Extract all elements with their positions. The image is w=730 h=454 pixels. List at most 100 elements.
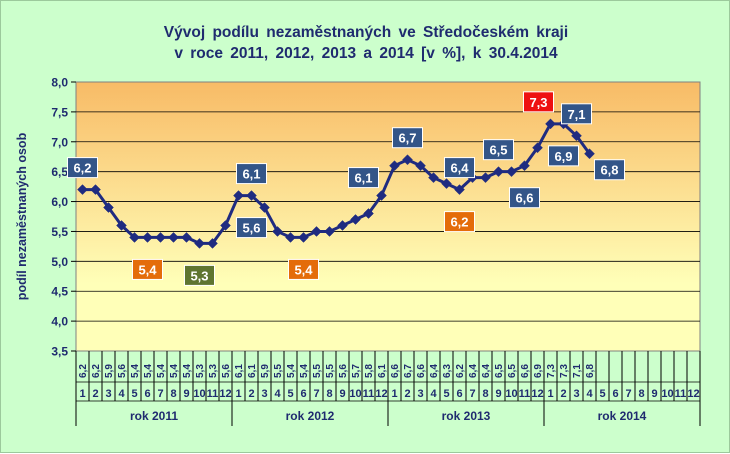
x-tick-label-month: 5: [443, 388, 449, 400]
x-tick-label-month: 1: [79, 388, 85, 400]
x-tick-label-month: 2: [404, 388, 410, 400]
chart-title-line-2: v roce 2011, 2012, 2013 a 2014 [v %], k …: [174, 45, 558, 62]
data-point-marker: [532, 142, 543, 154]
data-point-marker: [493, 166, 504, 178]
data-point-marker: [337, 220, 348, 231]
data-point-marker: [311, 226, 322, 237]
x-tick-label-month: 3: [261, 388, 267, 400]
data-label-box: [132, 258, 163, 280]
x-tick-label-month: 7: [625, 388, 631, 400]
data-label: 5,6: [242, 221, 260, 236]
table-value: 5,4: [299, 364, 310, 378]
x-tick-label-month: 4: [586, 388, 593, 400]
data-point-marker: [116, 220, 127, 231]
data-label-box: [184, 264, 215, 286]
x-tick-label-month: 9: [651, 388, 657, 400]
data-point-marker: [389, 160, 400, 172]
data-label: 6,2: [450, 215, 468, 230]
x-year-label: rok 2011: [130, 409, 178, 423]
data-label-box: [561, 103, 592, 125]
table-value: 7,3: [559, 364, 570, 378]
x-tick-label-month: 3: [105, 388, 111, 400]
table-value: 7,1: [572, 364, 583, 378]
x-tick-label-month: 12: [531, 388, 543, 400]
table-value: 6,2: [455, 364, 466, 378]
x-tick-label-month: 6: [300, 388, 306, 400]
x-tick-label-month: 10: [505, 388, 517, 400]
y-tick-label: 4,0: [51, 315, 68, 329]
y-tick-label: 5,5: [51, 225, 68, 239]
data-point-marker: [77, 184, 88, 195]
table-value: 5,9: [104, 364, 115, 378]
table-value: 7,3: [546, 364, 557, 378]
data-point-marker: [298, 232, 309, 243]
data-point-marker: [376, 190, 387, 201]
data-label: 7,3: [529, 95, 547, 110]
data-label-box: [236, 217, 267, 239]
x-tick-label-month: 5: [287, 388, 293, 400]
data-point-marker: [363, 208, 374, 219]
x-tick-label-month: 7: [157, 388, 163, 400]
x-tick-label-month: 11: [363, 388, 375, 400]
data-point-marker: [207, 238, 218, 249]
data-point-marker: [415, 160, 426, 172]
table-value: 6,4: [468, 364, 479, 378]
x-tick-label-month: 9: [495, 388, 501, 400]
data-label-box: [444, 211, 475, 233]
data-label: 6,1: [354, 171, 372, 186]
data-point-marker: [441, 178, 452, 189]
x-tick-label-month: 7: [313, 388, 319, 400]
table-value: 5,4: [143, 364, 154, 378]
data-point-marker: [272, 226, 283, 237]
data-label-box: [348, 167, 379, 189]
x-year-label: rok 2014: [598, 409, 647, 423]
table-value: 5,5: [325, 364, 336, 378]
table-value: 5,4: [156, 364, 167, 378]
data-label-box: [483, 139, 514, 161]
data-point-marker: [155, 232, 166, 243]
table-value: 5,4: [169, 364, 180, 378]
table-value: 6,4: [481, 364, 492, 378]
data-label: 7,1: [567, 107, 585, 122]
data-label-box: [67, 157, 98, 179]
x-tick-label-month: 6: [456, 388, 462, 400]
x-tick-label-month: 8: [638, 388, 644, 400]
y-tick-label: 4,5: [51, 285, 68, 299]
data-point-marker: [545, 118, 556, 130]
x-tick-label-month: 8: [482, 388, 488, 400]
x-year-label: rok 2013: [442, 409, 491, 423]
table-value: 5,4: [130, 364, 141, 378]
y-tick-label: 8,0: [51, 76, 68, 90]
data-label: 6,1: [242, 167, 260, 182]
table-value: 6,6: [520, 364, 531, 378]
data-point-marker: [324, 226, 335, 237]
data-point-marker: [584, 148, 595, 160]
table-value: 5,3: [195, 364, 206, 378]
series-line: [82, 122, 591, 245]
data-point-marker: [350, 214, 361, 225]
x-tick-label-month: 5: [599, 388, 605, 400]
x-tick-label-month: 1: [547, 388, 553, 400]
data-label: 5,3: [190, 268, 208, 283]
plot-area: [75, 81, 701, 352]
table-value: 6,4: [429, 364, 440, 378]
x-tick-label-month: 1: [391, 388, 397, 400]
data-label: 6,4: [450, 161, 469, 176]
table-value: 5,9: [260, 364, 271, 378]
data-label-box: [594, 159, 625, 181]
x-tick-label-month: 11: [675, 388, 687, 400]
x-tick-label-month: 2: [560, 388, 566, 400]
data-label: 6,6: [515, 191, 533, 206]
x-tick-label-month: 7: [469, 388, 475, 400]
table-value: 5,6: [221, 364, 232, 378]
data-point-marker: [259, 202, 270, 213]
data-point-marker: [454, 184, 465, 195]
x-tick-label-month: 12: [375, 388, 387, 400]
y-tick-label: 5,0: [51, 255, 68, 269]
table-value: 5,7: [351, 364, 362, 378]
x-tick-label-month: 9: [183, 388, 189, 400]
data-point-marker: [129, 232, 140, 243]
x-tick-label-month: 4: [430, 388, 437, 400]
y-tick-label: 6,0: [51, 195, 68, 209]
data-point-marker: [571, 130, 582, 142]
